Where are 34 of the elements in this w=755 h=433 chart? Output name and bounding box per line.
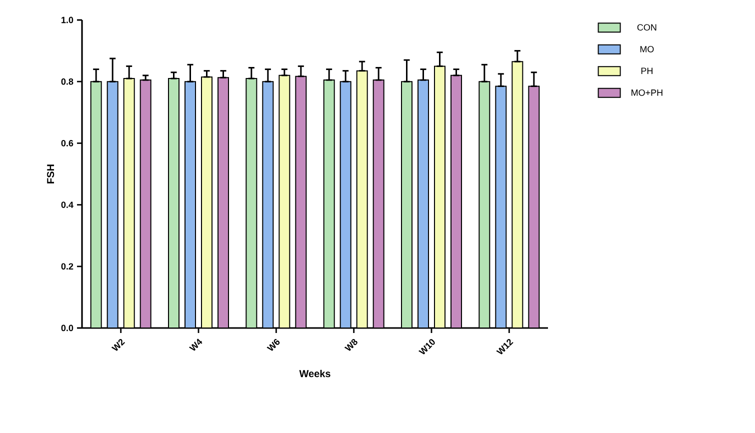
bar: [246, 78, 258, 328]
bar: [140, 80, 152, 328]
bar: [401, 81, 412, 328]
bar: [372, 80, 384, 328]
bar: [201, 76, 213, 328]
bar: [478, 81, 490, 328]
bar: [218, 77, 230, 328]
x-tick-label: W2: [111, 339, 126, 351]
bar: [434, 66, 446, 328]
x-tick-label: W8: [344, 338, 358, 351]
legend-label: MO+PH: [632, 89, 662, 96]
bar: [278, 74, 290, 328]
bar: [123, 78, 135, 328]
x-tick-label: W6: [266, 339, 280, 351]
bar: [90, 81, 102, 328]
y-tick-label: 0.4: [61, 202, 74, 208]
legend-label: MO: [640, 46, 654, 52]
bar: [450, 74, 462, 328]
bar: [323, 80, 335, 328]
bar: [512, 61, 524, 328]
bar: [356, 70, 368, 328]
y-tick-label: 0.6: [61, 140, 74, 146]
y-axis-title: FSH: [47, 164, 54, 184]
bar: [295, 76, 307, 328]
bar: [528, 86, 540, 328]
y-tick-label: 1.0: [62, 16, 74, 24]
y-tick-label: 0.8: [61, 78, 74, 85]
x-tick-label: W4: [188, 338, 202, 351]
y-tick-label: 0.0: [61, 324, 74, 332]
bar: [168, 78, 180, 328]
legend-label: PH: [641, 68, 652, 74]
y-tick-label: 0.2: [61, 263, 74, 270]
x-axis-title: Weeks: [299, 370, 330, 378]
legend-label: CON: [637, 24, 656, 31]
